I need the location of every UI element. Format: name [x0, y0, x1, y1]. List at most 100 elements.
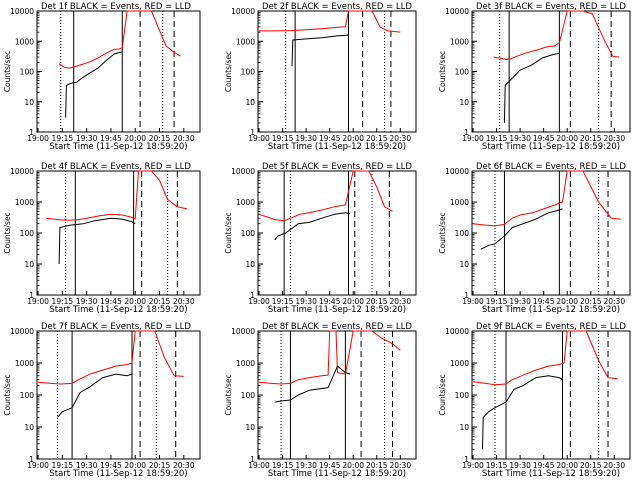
x-tick-label: 20:15 [366, 461, 388, 470]
x-tick-label: 20:30 [173, 297, 195, 306]
y-tick-label: 100 [241, 229, 256, 238]
y-axis-label: Counts/sec [438, 212, 447, 253]
y-tick-label: 100 [20, 391, 35, 400]
x-axis-label: Start Time (11-Sep-12 18:59:20) [482, 142, 620, 152]
x-axis-label: Start Time (11-Sep-12 18:59:20) [268, 305, 406, 315]
y-axis-label: Counts/sec [438, 51, 447, 92]
y-tick-label: 1000 [236, 198, 255, 207]
x-tick-label: 20:00 [342, 461, 364, 470]
x-tick-label: 19:30 [76, 297, 98, 306]
x-tick-label: 20:15 [149, 297, 171, 306]
x-tick-label: 19:00 [462, 461, 484, 470]
y-axis-label: Counts/sec [3, 374, 12, 415]
x-tick-label: 20:15 [580, 461, 602, 470]
events-series-line [58, 217, 136, 265]
x-tick-label: 19:45 [319, 134, 341, 143]
y-axis-label: Counts/sec [3, 212, 12, 253]
y-tick-label: 1000 [15, 359, 34, 368]
x-tick-label: 20:00 [124, 297, 146, 306]
detector-panel-9: Det 9f BLACK = Events, RED = LLD 1 10 100 10… [438, 322, 631, 479]
y-axis-label: Counts/sec [438, 374, 447, 415]
x-tick-label: 20:30 [603, 461, 625, 470]
plot-frame [257, 170, 417, 296]
x-tick-label: 19:15 [486, 297, 508, 306]
lld-series-line [258, 170, 393, 222]
x-tick-label: 19:00 [248, 297, 270, 306]
panel-title: Det 8f BLACK = Events, RED = LLD [262, 322, 412, 332]
y-tick-label: 10000 [231, 327, 255, 336]
y-tick-label: 10000 [10, 7, 34, 16]
panel-title: Det 4f BLACK = Events, RED = LLD [41, 162, 191, 172]
x-tick-label: 20:15 [149, 134, 171, 143]
x-tick-label: 20:15 [580, 297, 602, 306]
x-tick-label: 20:00 [556, 461, 578, 470]
events-series-line [291, 34, 349, 67]
lld-series-line [58, 10, 181, 69]
events-series-line [274, 212, 351, 241]
x-tick-label: 19:00 [248, 461, 270, 470]
y-tick-label: 1 [29, 455, 34, 464]
x-tick-label: 19:45 [100, 461, 122, 470]
events-series-line [503, 52, 560, 123]
y-tick-label: 100 [455, 391, 470, 400]
x-tick-label: 19:00 [27, 461, 49, 470]
y-tick-label: 10000 [445, 327, 469, 336]
y-tick-label: 1 [29, 291, 34, 300]
plot-frame [257, 10, 417, 133]
x-tick-label: 19:00 [462, 297, 484, 306]
y-tick-label: 10 [245, 98, 255, 107]
y-axis-label: Counts/sec [224, 374, 233, 415]
y-tick-label: 1000 [15, 198, 34, 207]
y-axis-label: Counts/sec [224, 212, 233, 253]
y-tick-label: 1000 [236, 37, 255, 46]
x-tick-label: 19:30 [295, 134, 317, 143]
detector-panel-3: Det 3f BLACK = Events, RED = LLD 1 10 100 10… [438, 2, 631, 152]
y-tick-label: 1000 [450, 198, 469, 207]
events-series-line [57, 373, 133, 418]
plot-frame [471, 330, 631, 460]
y-axis-label: Counts/sec [3, 51, 12, 92]
lld-series-line [259, 10, 401, 33]
events-series-line [482, 375, 563, 450]
y-tick-label: 10000 [10, 327, 34, 336]
x-tick-label: 19:15 [52, 461, 74, 470]
x-tick-label: 20:30 [173, 461, 195, 470]
y-tick-label: 1 [29, 128, 34, 137]
x-tick-label: 19:00 [27, 297, 49, 306]
panel-title: Det 3f BLACK = Events, RED = LLD [476, 2, 626, 12]
x-tick-label: 19:00 [248, 134, 270, 143]
y-tick-label: 10 [459, 98, 469, 107]
x-axis-label: Start Time (11-Sep-12 18:59:20) [482, 469, 620, 479]
y-tick-label: 10 [24, 423, 34, 432]
x-tick-label: 19:30 [509, 297, 531, 306]
x-axis-label: Start Time (11-Sep-12 18:59:20) [268, 142, 406, 152]
x-tick-label: 19:45 [533, 461, 555, 470]
y-tick-label: 10 [245, 260, 255, 269]
y-tick-label: 1 [464, 455, 469, 464]
x-tick-label: 19:00 [27, 134, 49, 143]
y-tick-label: 10 [24, 98, 34, 107]
plot-frame [471, 170, 631, 296]
panel-title: Det 5f BLACK = Events, RED = LLD [262, 162, 412, 172]
y-tick-label: 10 [459, 423, 469, 432]
detector-panel-1: Det 1f BLACK = Events, RED = LLD 1 10 100 10… [3, 2, 201, 152]
plot-frame [471, 10, 631, 133]
x-tick-label: 19:45 [533, 297, 555, 306]
x-tick-label: 20:00 [342, 134, 364, 143]
x-tick-label: 20:30 [389, 297, 411, 306]
events-series-line [480, 208, 563, 250]
x-tick-label: 19:15 [272, 134, 294, 143]
y-tick-label: 10000 [445, 7, 469, 16]
x-tick-label: 20:30 [603, 297, 625, 306]
x-tick-label: 19:00 [462, 134, 484, 143]
x-tick-label: 20:30 [389, 134, 411, 143]
x-tick-label: 20:15 [366, 134, 388, 143]
x-tick-label: 19:45 [319, 297, 341, 306]
y-tick-label: 10 [459, 260, 469, 269]
y-tick-label: 1 [250, 128, 255, 137]
lld-series-line [472, 170, 621, 227]
y-tick-label: 1 [250, 291, 255, 300]
y-tick-label: 10 [245, 423, 255, 432]
x-tick-label: 20:00 [556, 134, 578, 143]
